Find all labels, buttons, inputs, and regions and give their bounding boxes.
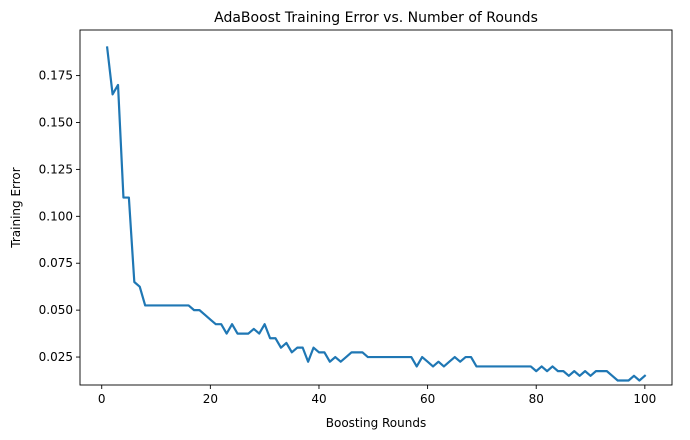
y-tick-label: 0.075	[39, 256, 73, 270]
x-tick-label: 60	[420, 392, 435, 406]
axes-frame	[79, 29, 673, 386]
y-axis-ticks: 0.025 0.050 0.075 0.100 0.125 0.150 0.175	[39, 69, 80, 364]
plot-area	[105, 46, 647, 382]
x-tick-label: 100	[633, 392, 656, 406]
x-tick-label: 80	[529, 392, 544, 406]
y-tick-label: 0.100	[39, 209, 73, 223]
y-tick-label: 0.025	[39, 350, 73, 364]
y-tick-label: 0.050	[39, 303, 73, 317]
y-tick-label: 0.175	[39, 69, 73, 83]
y-tick-label: 0.125	[39, 162, 73, 176]
y-tick-label: 0.150	[39, 116, 73, 130]
x-axis-label: Boosting Rounds	[326, 416, 426, 430]
x-tick-label: 40	[311, 392, 326, 406]
x-tick-label: 20	[203, 392, 218, 406]
chart-title: AdaBoost Training Error vs. Number of Ro…	[214, 10, 538, 26]
x-axis-ticks: 0 20 40 60 80 100	[98, 385, 656, 406]
series-line	[105, 46, 647, 382]
y-axis-label: Training Error	[9, 167, 23, 248]
x-tick-label: 0	[98, 392, 106, 406]
